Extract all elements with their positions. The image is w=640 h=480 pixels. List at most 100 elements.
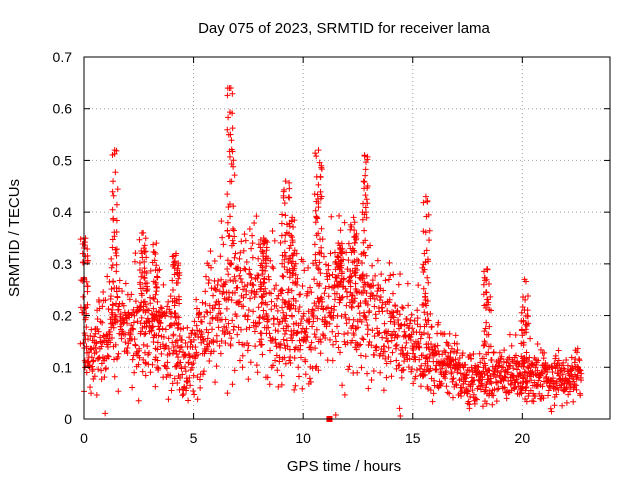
data-point	[114, 318, 121, 325]
data-point	[230, 203, 237, 210]
data-point	[292, 278, 299, 285]
data-point	[83, 369, 90, 376]
data-point	[216, 342, 223, 349]
data-point	[229, 237, 236, 244]
data-point	[160, 334, 167, 341]
data-point	[155, 323, 162, 330]
data-point	[363, 159, 370, 166]
data-point	[173, 250, 180, 257]
data-point	[416, 356, 423, 363]
data-point	[247, 359, 254, 366]
data-point	[303, 325, 310, 332]
data-point	[191, 391, 198, 398]
data-point	[140, 245, 147, 252]
data-point	[317, 236, 324, 243]
data-point	[295, 373, 302, 380]
data-point	[104, 344, 111, 351]
data-point	[514, 366, 521, 373]
data-point	[439, 351, 446, 358]
data-point	[251, 220, 258, 227]
data-point	[173, 351, 180, 358]
data-point	[418, 362, 425, 369]
data-point	[313, 262, 320, 269]
data-point	[253, 288, 260, 295]
data-point	[231, 254, 238, 261]
data-point	[337, 297, 344, 304]
data-point	[320, 253, 327, 260]
data-point	[260, 280, 267, 287]
data-point	[494, 367, 501, 374]
data-point	[355, 303, 362, 310]
data-point	[300, 258, 307, 265]
data-point	[171, 302, 178, 309]
data-point	[206, 276, 213, 283]
x-axis-title: GPS time / hours	[287, 458, 401, 475]
data-point	[168, 387, 175, 394]
data-point	[574, 345, 581, 352]
data-point	[332, 411, 339, 418]
data-point	[318, 244, 325, 251]
data-point	[409, 350, 416, 357]
data-point	[108, 335, 115, 342]
data-point	[244, 316, 251, 323]
data-point	[156, 326, 163, 333]
data-point	[523, 384, 530, 391]
data-point	[490, 349, 497, 356]
data-point	[140, 274, 147, 281]
data-point	[308, 346, 315, 353]
data-point	[512, 352, 519, 359]
data-point	[143, 287, 150, 294]
data-point	[199, 299, 206, 306]
data-point	[132, 341, 139, 348]
data-point	[514, 379, 521, 386]
data-point	[134, 318, 141, 325]
data-point	[291, 386, 298, 393]
data-point	[147, 300, 154, 307]
data-point	[522, 369, 529, 376]
data-point	[473, 396, 480, 403]
data-point	[229, 90, 236, 97]
data-point	[532, 371, 539, 378]
data-point	[326, 272, 333, 279]
data-point	[277, 239, 284, 246]
data-point	[87, 384, 94, 391]
data-point	[190, 387, 197, 394]
data-point	[565, 391, 572, 398]
data-point	[563, 385, 570, 392]
data-point	[153, 284, 160, 291]
data-point	[138, 292, 145, 299]
data-point	[153, 262, 160, 269]
data-point	[236, 339, 243, 346]
data-point	[399, 367, 406, 374]
data-point	[77, 304, 84, 311]
data-point	[227, 85, 234, 92]
data-point	[90, 357, 97, 364]
data-point	[215, 278, 222, 285]
data-point	[223, 324, 230, 331]
data-point	[139, 368, 146, 375]
data-point	[245, 376, 252, 383]
data-point	[578, 370, 585, 377]
data-point	[110, 278, 117, 285]
data-point	[88, 390, 95, 397]
data-point	[154, 298, 161, 305]
data-point	[361, 227, 368, 234]
data-point	[176, 348, 183, 355]
data-point	[420, 269, 427, 276]
data-point	[230, 240, 237, 247]
data-point	[540, 395, 547, 402]
data-point	[136, 345, 143, 352]
data-point	[161, 362, 168, 369]
data-point	[422, 296, 429, 303]
data-point	[138, 273, 145, 280]
data-point	[571, 371, 578, 378]
data-point	[241, 265, 248, 272]
data-point	[253, 323, 260, 330]
data-point	[224, 257, 231, 264]
data-point	[450, 375, 457, 382]
data-point	[300, 310, 307, 317]
data-point	[527, 335, 534, 342]
data-point	[259, 248, 266, 255]
data-point	[391, 334, 398, 341]
data-point	[465, 388, 472, 395]
